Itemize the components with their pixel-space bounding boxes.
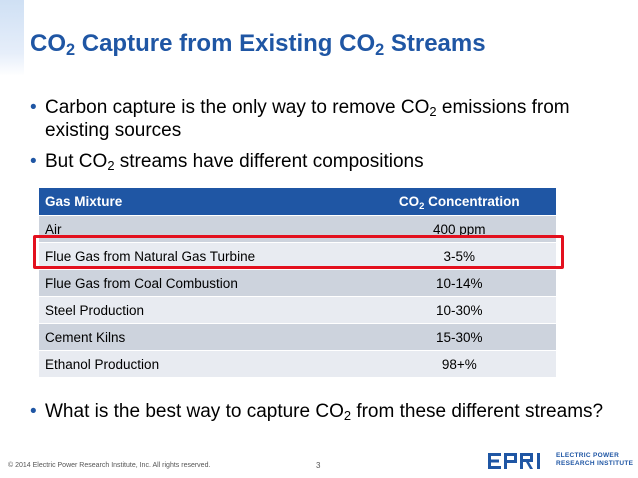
cell-gas-mixture: Cement Kilns: [39, 323, 363, 351]
bullet-marker: •: [30, 401, 37, 422]
bullet-item: • But CO2 streams have different composi…: [30, 150, 610, 173]
copyright-footer: © 2014 Electric Power Research Institute…: [8, 462, 211, 469]
cell-gas-mixture: Flue Gas from Coal Combustion: [39, 269, 363, 297]
gas-mixture-table: Gas Mixture CO2 Concentration Air 400 pp…: [39, 188, 556, 377]
title-corner-accent: [0, 0, 24, 76]
header-gas-mixture: Gas Mixture: [39, 188, 363, 216]
table-row: Ethanol Production 98+%: [39, 350, 556, 377]
cell-gas-mixture: Flue Gas from Natural Gas Turbine: [39, 242, 363, 270]
cell-gas-mixture: Ethanol Production: [39, 350, 363, 377]
bullet-marker: •: [30, 151, 37, 172]
table-header-row: Gas Mixture CO2 Concentration: [39, 188, 556, 216]
cell-concentration: 10-30%: [362, 296, 556, 324]
table-row: Flue Gas from Natural Gas Turbine 3-5%: [39, 242, 556, 270]
table-row: Steel Production 10-30%: [39, 296, 556, 324]
slide-title: CO2 Capture from Existing CO2 Streams: [30, 30, 486, 60]
bullet-text: What is the best way to capture CO2 from…: [45, 401, 604, 424]
logo-text: ELECTRIC POWER RESEARCH INSTITUTE: [556, 452, 634, 467]
highlight-box: [33, 235, 564, 269]
bullet-text: Carbon capture is the only way to remove…: [45, 97, 570, 141]
cell-concentration: 15-30%: [362, 323, 556, 351]
bullet-item: • What is the best way to capture CO2 fr…: [30, 400, 610, 423]
bullet-marker: •: [30, 97, 37, 118]
cell-gas-mixture: Steel Production: [39, 296, 363, 324]
header-co2-concentration: CO2 Concentration: [362, 188, 556, 216]
epri-logo: ELECTRIC POWER RESEARCH INSTITUTE: [488, 450, 633, 472]
cell-concentration: 10-14%: [362, 269, 556, 297]
cell-concentration: 3-5%: [362, 242, 556, 270]
cell-concentration: 98+%: [362, 350, 556, 377]
page-number: 3: [316, 461, 321, 470]
table-row: Flue Gas from Coal Combustion 10-14%: [39, 269, 556, 297]
epri-logo-mark-icon: [488, 453, 540, 469]
table-row: Cement Kilns 15-30%: [39, 323, 556, 351]
bullet-item: • Carbon capture is the only way to remo…: [30, 96, 610, 142]
bullet-text: But CO2 streams have different compositi…: [45, 151, 424, 174]
